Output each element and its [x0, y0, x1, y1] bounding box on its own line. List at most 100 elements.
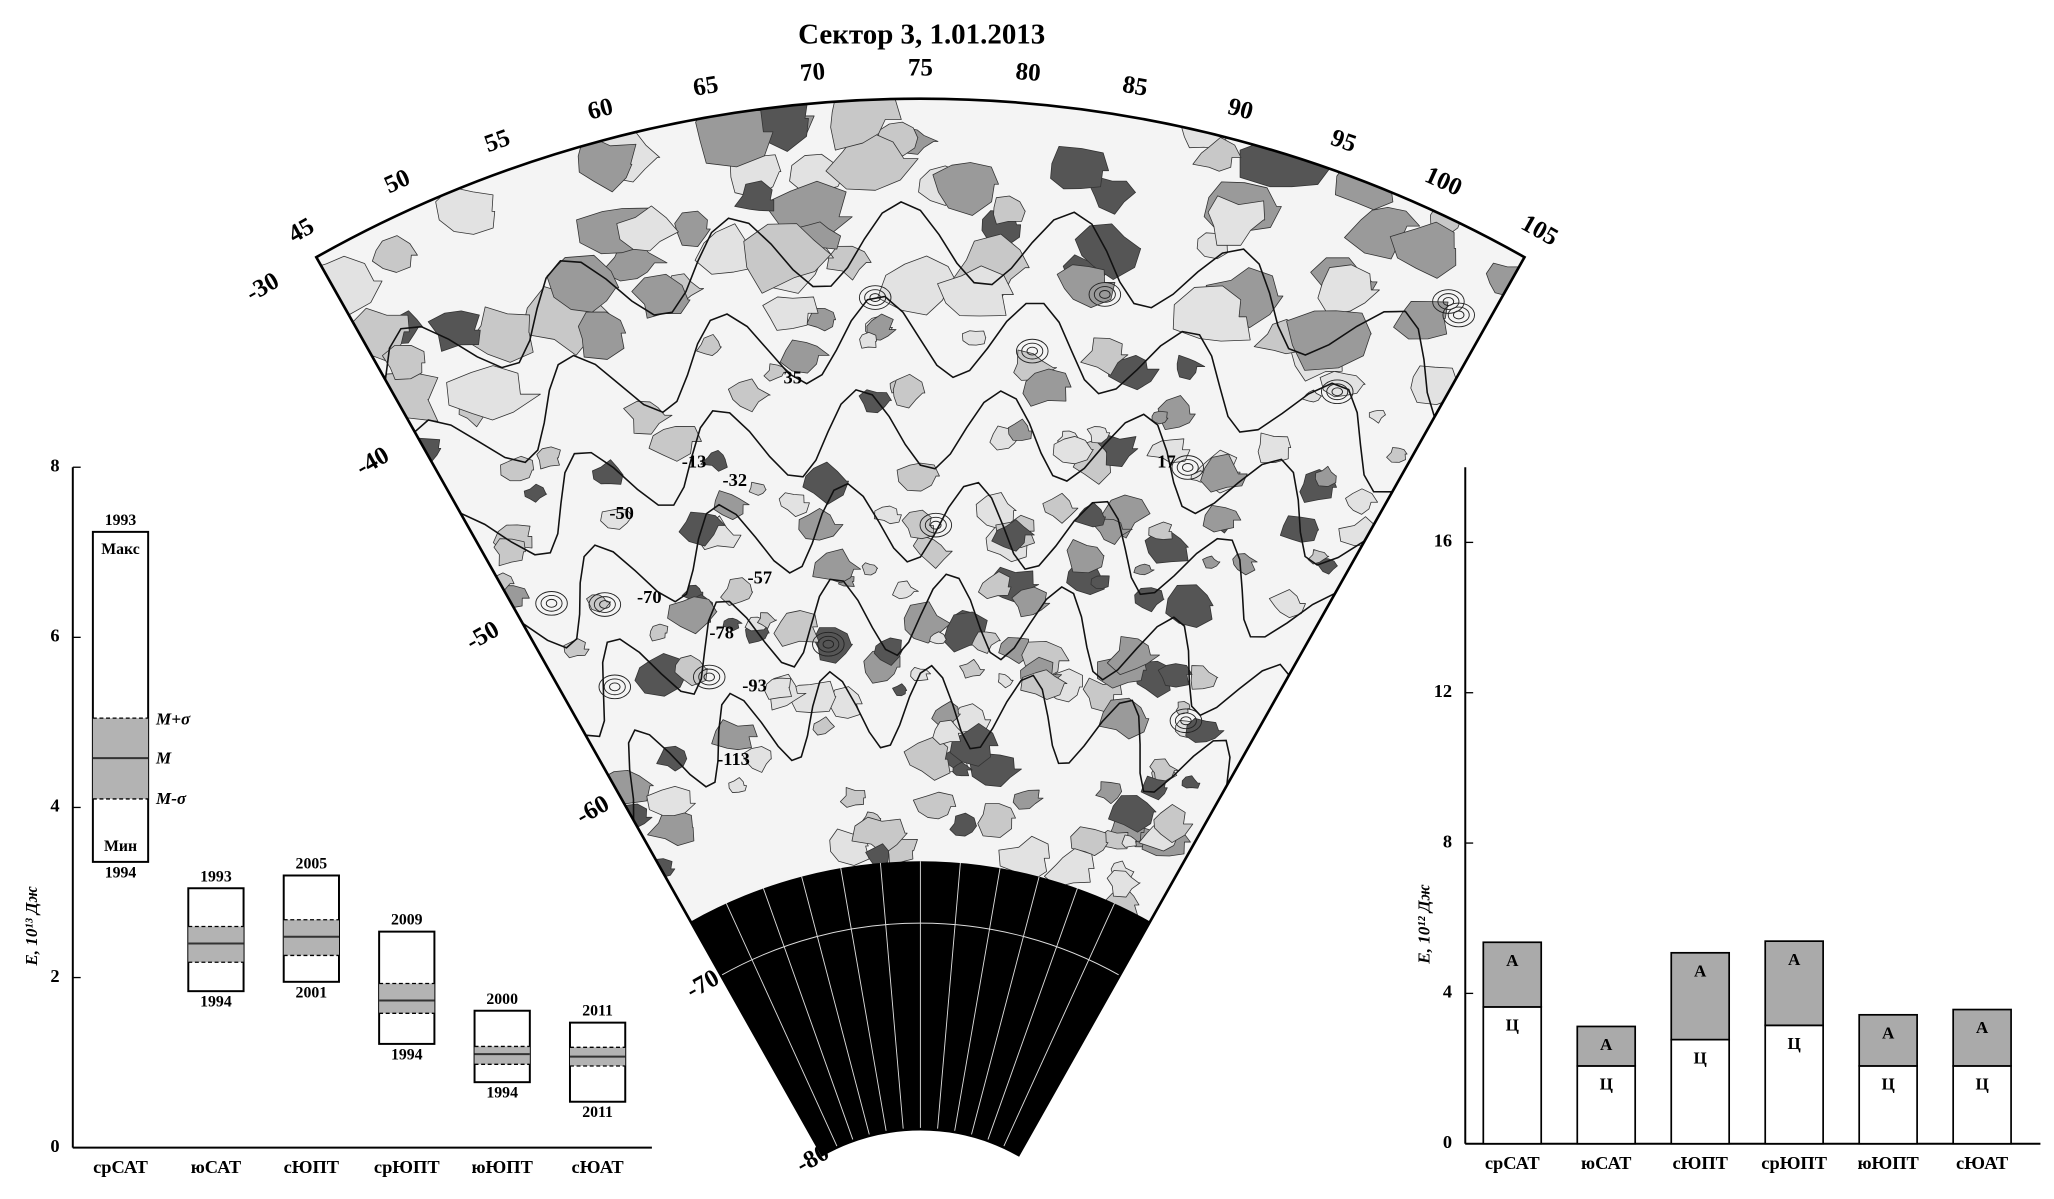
- map-blob: [1202, 555, 1221, 569]
- map-blob: [892, 580, 919, 600]
- map-blob: [1043, 848, 1095, 888]
- max-year: 1993: [200, 868, 232, 885]
- y-tick-label: 2: [50, 966, 59, 986]
- map-contour: [698, 668, 721, 686]
- map-blob: [912, 791, 957, 820]
- map-meridian: [762, 888, 854, 1141]
- sigma-band: [474, 1046, 530, 1065]
- map-blob: [523, 483, 548, 503]
- map-blob: [1200, 453, 1248, 493]
- map-contour: [1176, 459, 1199, 476]
- mean-annotation: M: [155, 748, 172, 767]
- map-meridian: [801, 876, 871, 1136]
- map-blob: [748, 481, 767, 496]
- map-blob: [722, 617, 743, 631]
- segment-label: Ц: [1600, 1075, 1614, 1094]
- map-blob: [978, 571, 1012, 599]
- map-blob: [1319, 371, 1366, 398]
- map-blob: [649, 623, 669, 642]
- lon-label: 105: [1517, 209, 1563, 251]
- y-axis-label: E, 10¹² Дж: [1415, 884, 1434, 965]
- map-blob: [1172, 285, 1251, 342]
- map-blob: [1165, 584, 1214, 628]
- y-tick-label: 4: [1443, 982, 1452, 1002]
- map-blob: [695, 100, 774, 168]
- map-blob: [727, 378, 771, 413]
- map-blob: [674, 210, 711, 248]
- map-isoline: [624, 664, 1231, 827]
- map-blob: [1181, 775, 1201, 789]
- max-year: 2005: [296, 856, 328, 873]
- max-year: 2011: [582, 1003, 613, 1020]
- map-blob: [623, 400, 673, 435]
- map-contour: [1021, 342, 1044, 360]
- map-blob: [912, 534, 953, 569]
- map-blob: [779, 339, 830, 374]
- max-year: 2000: [486, 991, 518, 1008]
- map-blob: [929, 631, 947, 645]
- map-blob: [1190, 665, 1219, 690]
- map-blob: [1052, 436, 1094, 465]
- segment-label: Ц: [1788, 1034, 1802, 1053]
- map-blob: [1176, 354, 1206, 380]
- map-blob: [577, 311, 627, 360]
- x-tick-label: сЮАТ: [1956, 1153, 2008, 1173]
- map-blob: [778, 492, 810, 517]
- lon-label: 65: [691, 71, 720, 102]
- map-blob: [728, 777, 747, 793]
- map-blob: [1307, 549, 1330, 565]
- map-blob: [1121, 834, 1138, 848]
- map-parallel: [720, 922, 1121, 976]
- map-blob: [1146, 438, 1191, 464]
- map-blob: [1151, 410, 1169, 425]
- contour-label: 17: [1157, 452, 1175, 472]
- map-contour: [1437, 293, 1460, 310]
- lon-label: 60: [585, 93, 616, 125]
- min-year: 1994: [105, 864, 137, 881]
- segment-label: А: [1976, 1018, 1989, 1037]
- map-blob: [1086, 426, 1111, 444]
- contour-label: -32: [723, 470, 748, 490]
- map-blob: [1012, 789, 1044, 810]
- map-blob: [700, 449, 728, 472]
- segment-label: Ц: [1975, 1075, 1989, 1094]
- y-tick-label: 4: [50, 796, 59, 816]
- map-contour: [603, 678, 626, 696]
- map-blob: [764, 677, 792, 700]
- map-contour: [930, 520, 942, 530]
- x-tick-label: юЮПТ: [471, 1157, 532, 1177]
- map-contour: [1174, 712, 1197, 730]
- map-blob: [711, 719, 758, 751]
- map-blob: [600, 508, 633, 530]
- map-blob: [858, 389, 892, 414]
- map-blob: [866, 313, 897, 341]
- min-year: 1994: [391, 1046, 423, 1063]
- contour-label: -57: [748, 567, 773, 587]
- map-meridian: [970, 876, 1040, 1136]
- segment-label: А: [1506, 951, 1519, 970]
- map-blob: [877, 255, 959, 316]
- map-blob: [1020, 669, 1068, 700]
- map-contour: [609, 682, 621, 692]
- segment-label: А: [1600, 1035, 1613, 1054]
- map-blob: [656, 745, 688, 772]
- lon-label: 45: [284, 213, 319, 249]
- map-blob: [371, 235, 418, 273]
- lon-label: 55: [481, 124, 514, 158]
- map-contour: [703, 672, 715, 682]
- map-blob: [961, 330, 987, 346]
- bar-segment: [1952, 1008, 2012, 1067]
- map-blob: [798, 508, 844, 541]
- map-blob: [1389, 221, 1457, 279]
- lon-label: 85: [1120, 71, 1149, 102]
- map-blob: [646, 785, 696, 817]
- map-blob: [1205, 267, 1284, 329]
- bar-segment: [1482, 941, 1543, 1008]
- map-blob: [1344, 207, 1421, 260]
- lat-label: -60: [572, 790, 614, 830]
- max-year: 1993: [105, 512, 137, 529]
- map-blob: [435, 186, 496, 235]
- map-blob: [1050, 145, 1109, 190]
- map-blob: [1345, 488, 1379, 515]
